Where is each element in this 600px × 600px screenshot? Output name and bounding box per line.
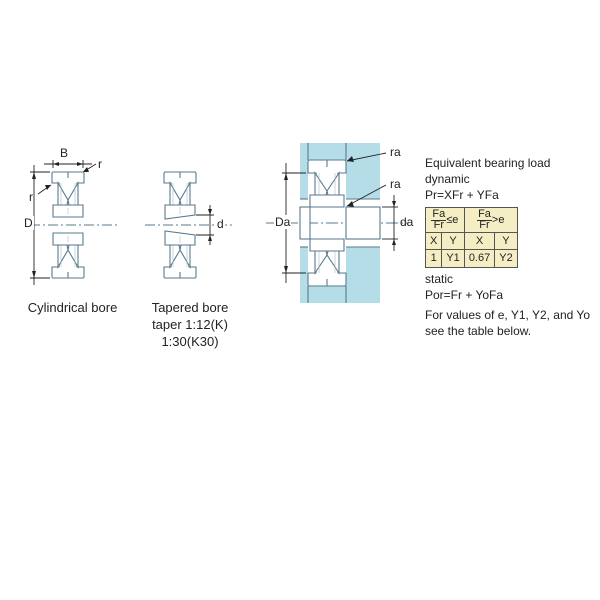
values-line1: For values of e, Y1, Y2, and Yo xyxy=(425,307,595,323)
eq-load-line2: dynamic xyxy=(425,171,595,187)
dim-D: D xyxy=(23,216,34,230)
dim-r-top: r xyxy=(98,157,102,171)
dim-ra-side: ra xyxy=(390,177,401,191)
values-line2: see the table below. xyxy=(425,323,595,339)
cylindrical-caption: Cylindrical bore xyxy=(15,300,130,317)
eq-static: Por=Fr + YoFa xyxy=(425,287,595,303)
cylindrical-bore-diagram xyxy=(20,150,135,300)
dim-B: B xyxy=(60,146,68,160)
dim-ra-top: ra xyxy=(390,145,401,159)
val-y2: Y2 xyxy=(495,250,517,268)
val-x1: 1 xyxy=(426,250,442,268)
head-gt: FaFr>e xyxy=(464,207,517,232)
head-le: FaFr≤e xyxy=(426,207,465,232)
load-text-block: Equivalent bearing load dynamic Pr=XFr +… xyxy=(425,155,595,339)
static-label: static xyxy=(425,271,595,287)
dim-d: d xyxy=(216,217,225,231)
sub-x2: X xyxy=(464,232,494,250)
tapered-line3: 1:30(K30) xyxy=(161,334,218,349)
eq-dynamic: Pr=XFr + YFa xyxy=(425,187,595,203)
dim-Da: Da xyxy=(274,215,291,229)
sub-x1: X xyxy=(426,232,442,250)
dim-da: da xyxy=(400,215,413,229)
load-factor-table: FaFr≤e FaFr>e X Y X Y 1 Y1 0.67 Y2 xyxy=(425,207,518,269)
val-y1: Y1 xyxy=(442,250,464,268)
cyl-bearing xyxy=(30,160,120,285)
val-x2: 0.67 xyxy=(464,250,494,268)
tapered-line1: Tapered bore xyxy=(152,300,229,315)
tapered-line2: taper 1:12(K) xyxy=(152,317,228,332)
tapered-caption: Tapered bore taper 1:12(K) 1:30(K30) xyxy=(135,300,245,351)
sub-y1: Y xyxy=(442,232,464,250)
sub-y2: Y xyxy=(495,232,517,250)
dim-r-side: r xyxy=(29,190,33,204)
eq-load-line1: Equivalent bearing load xyxy=(425,155,595,171)
tapered-bore-diagram xyxy=(140,150,240,300)
